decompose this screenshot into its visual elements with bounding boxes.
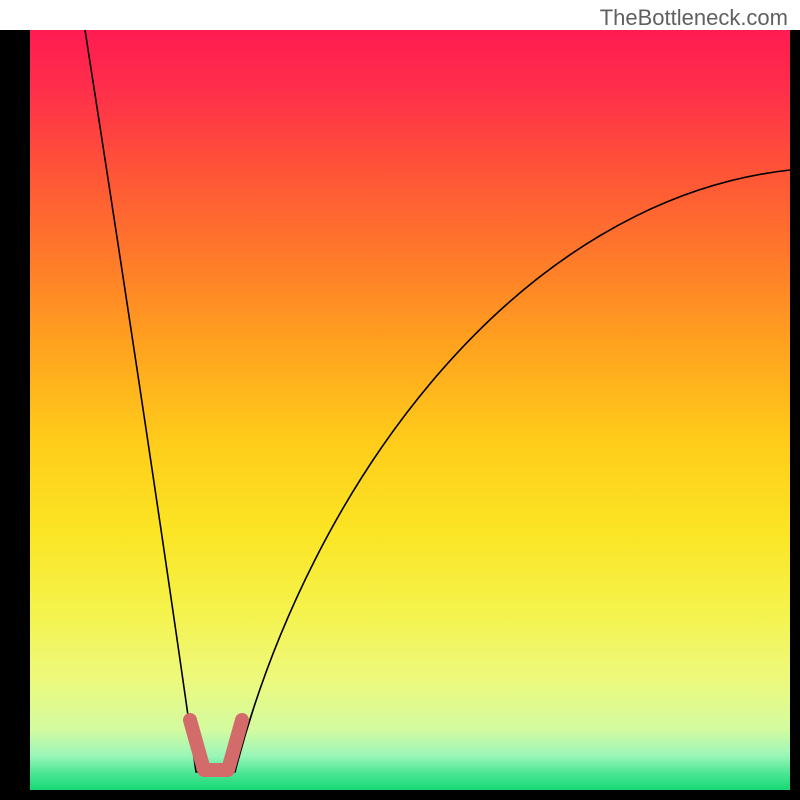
gradient-background bbox=[30, 30, 790, 790]
chart-container: TheBottleneck.com bbox=[0, 0, 800, 800]
watermark-text: TheBottleneck.com bbox=[600, 5, 788, 31]
bottleneck-chart bbox=[0, 0, 800, 800]
